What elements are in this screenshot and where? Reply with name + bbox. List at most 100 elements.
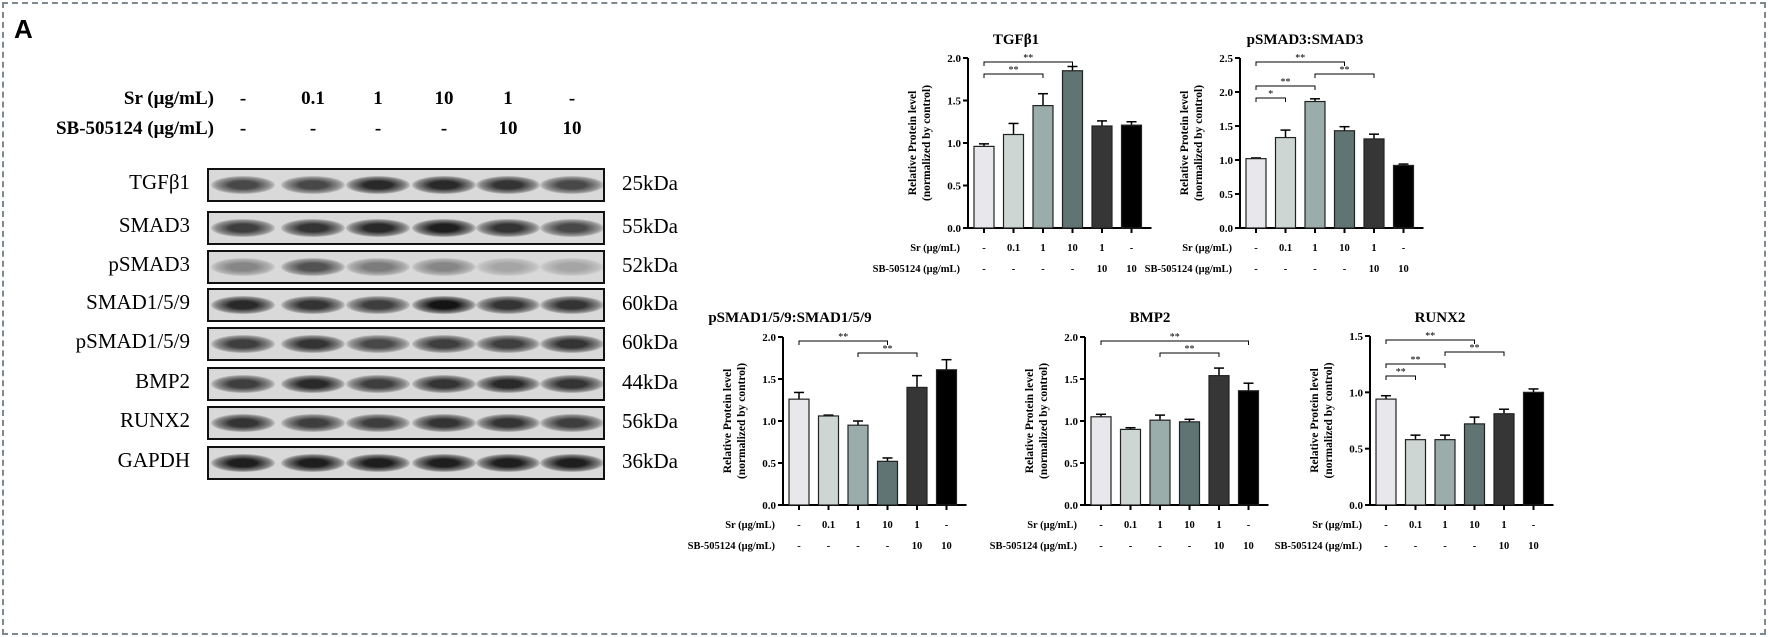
significance-label: ** [1340, 65, 1350, 76]
x-label-sr: - [1384, 520, 1388, 531]
x-label-sb: 10 [1214, 541, 1225, 552]
protein-band [476, 296, 540, 314]
protein-band [412, 414, 476, 432]
protein-band [540, 296, 603, 314]
protein-band [540, 375, 603, 393]
chart-3: pSMAD1/5/9:SMAD1/5/9 0.0 0.5 1.0 1.5 2.0 Relat… [688, 310, 967, 552]
blot-strip [207, 288, 605, 322]
sr-value-lane-1: - [239, 88, 247, 109]
significance-label: ** [1295, 53, 1305, 64]
significance-label: ** [1470, 343, 1480, 354]
y-tick-label: 2.5 [1219, 53, 1233, 65]
protein-band [412, 219, 476, 237]
y-tick-label: 0.5 [1349, 444, 1363, 456]
protein-band [281, 335, 345, 353]
y-tick-label: 1.5 [1349, 331, 1363, 343]
protein-band [211, 176, 275, 194]
bar [1208, 375, 1230, 506]
protein-band [346, 176, 410, 194]
x-label-sr: 1 [1371, 243, 1376, 254]
row-label-sr: Sr (μg/mL) [1182, 243, 1232, 254]
y-tick-label: 2.0 [1219, 87, 1233, 99]
protein-band [346, 219, 410, 237]
y-tick-label: 1.5 [762, 374, 776, 386]
y-tick-label: 0.5 [762, 458, 776, 470]
bar [973, 145, 995, 229]
y-axis-label-2: (normalized by control) [1323, 362, 1335, 478]
x-label-sb: - [1313, 264, 1317, 275]
x-label-sr: - [1402, 243, 1406, 254]
x-label-sb: - [797, 541, 801, 552]
x-label-sr: 1 [1216, 520, 1221, 531]
y-tick-label: 0.0 [1064, 500, 1078, 512]
protein-band [346, 414, 410, 432]
row-label-sb: SB-505124 (μg/mL) [990, 541, 1078, 552]
protein-band [281, 219, 345, 237]
x-label-sr: 1 [1099, 243, 1104, 254]
protein-band [540, 219, 603, 237]
y-axis-label: Relative Protein level [1179, 91, 1191, 196]
significance-label: ** [1170, 332, 1180, 343]
sr-value-lane-2: 0.1 [301, 88, 325, 109]
protein-band [412, 176, 476, 194]
chart-2: pSMAD3:SMAD3 0.0 0.5 1.0 1.5 2.0 2.5 Relative P… [1145, 32, 1424, 275]
bar [1304, 100, 1326, 229]
protein-band [211, 296, 275, 314]
x-label-sb: 10 [1126, 264, 1137, 275]
protein-band [412, 296, 476, 314]
significance-bracket [983, 61, 1073, 66]
x-label-sr: 1 [1040, 243, 1045, 254]
x-label-sb: 10 [1398, 264, 1409, 275]
y-tick-label: 2.0 [947, 53, 961, 65]
x-label-sr: 10 [1469, 520, 1480, 531]
significance-bracket [1385, 363, 1446, 368]
protein-band [281, 296, 345, 314]
protein-band [476, 219, 540, 237]
significance-label: ** [1281, 77, 1291, 88]
x-label-sb: 10 [1243, 541, 1254, 552]
significance-bracket [857, 352, 918, 357]
protein-band [540, 176, 603, 194]
row-label-sr: Sr (μg/mL) [910, 243, 960, 254]
blot-label: SMAD1/5/9 [86, 290, 190, 314]
significance-label: ** [1396, 367, 1406, 378]
significance-label: ** [1023, 53, 1033, 64]
blot-strip [207, 367, 605, 401]
molecular-weight-label: 60kDa [622, 330, 678, 354]
protein-band [281, 176, 345, 194]
x-label-sb: - [1158, 541, 1162, 552]
x-label-sr: - [1247, 520, 1251, 531]
panel-letter: A [14, 14, 33, 44]
y-tick-label: 1.0 [1349, 387, 1363, 399]
row-label-sb: SB-505124 (μg/mL) [873, 264, 961, 275]
protein-band [540, 335, 603, 353]
row-label-sb: SB-505124 (μg/mL) [1275, 541, 1363, 552]
bar [876, 460, 899, 506]
y-axis-label-2: (normalized by control) [921, 85, 933, 201]
y-tick-label: 0.0 [762, 500, 776, 512]
x-label-sr: - [1130, 243, 1134, 254]
bar [1463, 423, 1486, 506]
y-axis-label: Relative Protein level [722, 369, 734, 474]
protein-band [476, 258, 540, 276]
x-label-sr: 1 [914, 520, 919, 531]
significance-label: ** [1411, 355, 1421, 366]
x-label-sr: 1 [1157, 520, 1162, 531]
significance-bracket [1314, 73, 1375, 78]
significance-bracket [1255, 85, 1316, 90]
bar [1091, 125, 1113, 229]
y-tick-label: 0.0 [1219, 223, 1233, 235]
x-label-sb: 10 [1097, 264, 1108, 275]
y-axis-label: Relative Protein level [907, 91, 919, 196]
protein-band [211, 454, 275, 472]
y-axis-label: Relative Protein level [1309, 368, 1321, 473]
sb-value-lane-4: - [440, 118, 448, 139]
protein-band [412, 375, 476, 393]
x-label-sb: 10 [1499, 541, 1510, 552]
significance-bracket [1100, 340, 1249, 345]
chart-4: BMP2 0.0 0.5 1.0 1.5 2.0 Relative Protein leve… [990, 310, 1269, 552]
bar [935, 369, 958, 506]
x-label-sb: - [886, 541, 890, 552]
protein-band [346, 335, 410, 353]
bar [847, 424, 869, 506]
